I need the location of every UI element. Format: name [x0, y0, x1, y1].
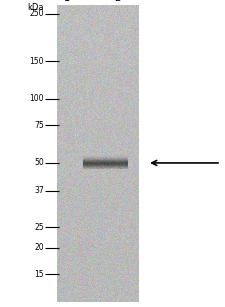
Text: 50: 50 — [34, 158, 44, 167]
Text: 1: 1 — [64, 0, 71, 3]
Text: 250: 250 — [29, 10, 44, 18]
Text: kDa: kDa — [27, 3, 44, 12]
Text: 2: 2 — [114, 0, 120, 3]
Text: 20: 20 — [34, 243, 44, 252]
Text: 150: 150 — [29, 57, 44, 66]
Text: 100: 100 — [29, 94, 44, 103]
Text: 15: 15 — [34, 270, 44, 279]
Text: 25: 25 — [34, 223, 44, 231]
Text: 37: 37 — [34, 186, 44, 195]
Text: 75: 75 — [34, 121, 44, 130]
